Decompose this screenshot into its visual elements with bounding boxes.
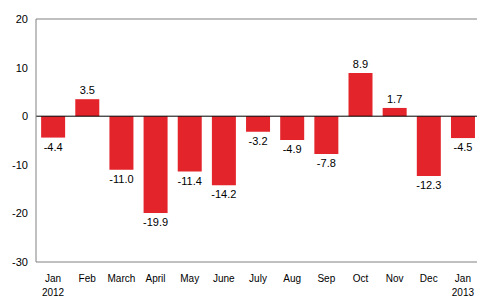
svg-text:-12.3: -12.3 xyxy=(416,179,441,191)
svg-text:June: June xyxy=(213,273,235,284)
svg-text:-10: -10 xyxy=(12,159,28,171)
svg-text:0: 0 xyxy=(22,110,28,122)
svg-text:Oct: Oct xyxy=(353,273,369,284)
svg-text:20: 20 xyxy=(16,13,28,25)
svg-text:-11.4: -11.4 xyxy=(178,175,202,187)
svg-text:Jan2012: Jan2012 xyxy=(42,273,65,298)
svg-text:-4.5: -4.5 xyxy=(453,141,472,153)
svg-text:May: May xyxy=(180,273,199,284)
svg-text:Dec: Dec xyxy=(420,273,438,284)
svg-text:-4.9: -4.9 xyxy=(283,143,302,155)
svg-text:-19.9: -19.9 xyxy=(143,216,168,228)
svg-text:Nov: Nov xyxy=(386,273,404,284)
svg-text:1.7: 1.7 xyxy=(387,93,402,105)
svg-text:-3.2: -3.2 xyxy=(249,135,268,147)
svg-text:Aug: Aug xyxy=(283,273,301,284)
svg-text:Sep: Sep xyxy=(317,273,335,284)
svg-text:-14.2: -14.2 xyxy=(211,188,236,200)
svg-text:July: July xyxy=(249,273,267,284)
svg-text:April: April xyxy=(146,273,166,284)
svg-text:Feb: Feb xyxy=(79,273,97,284)
svg-text:3.5: 3.5 xyxy=(80,84,95,96)
svg-text:March: March xyxy=(107,273,135,284)
svg-text:-4.4: -4.4 xyxy=(44,141,63,153)
svg-text:-7.8: -7.8 xyxy=(317,157,336,169)
svg-text:Jan2013: Jan2013 xyxy=(452,273,475,298)
svg-text:-30: -30 xyxy=(12,256,28,268)
svg-text:10: 10 xyxy=(16,62,28,74)
svg-text:8.9: 8.9 xyxy=(353,58,368,70)
svg-text:-11.0: -11.0 xyxy=(109,173,133,185)
svg-text:-20: -20 xyxy=(12,207,28,219)
